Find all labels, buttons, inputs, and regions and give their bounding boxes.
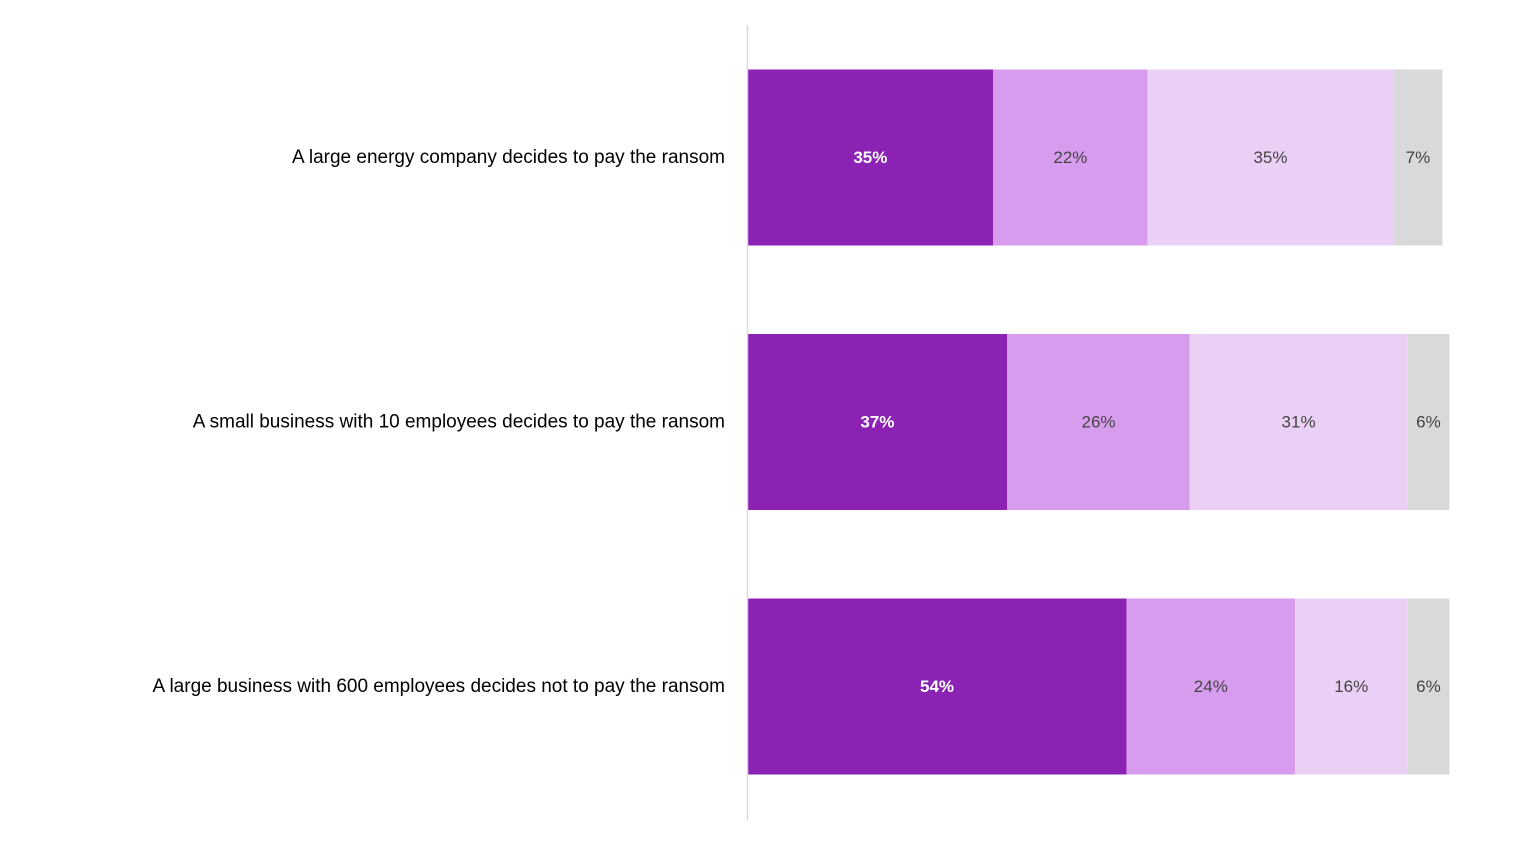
bar-segment <box>1295 598 1408 775</box>
data-label: 6% <box>1416 413 1441 432</box>
bar-segment <box>993 69 1148 246</box>
bar-segment <box>1189 334 1408 510</box>
data-label: 24% <box>1194 677 1228 696</box>
bar-segment <box>1126 598 1296 775</box>
category-label: A large energy company decides to pay th… <box>292 147 725 168</box>
bars-group: 35% 22% 35% 7% 37% 26% 31% 6% 54% 24% 16% 6% <box>747 69 1450 775</box>
data-label: 35% <box>1253 148 1287 167</box>
data-label: 26% <box>1081 413 1115 432</box>
bar-segment <box>1147 69 1394 246</box>
category-label: A large business with 600 employees deci… <box>153 676 725 697</box>
data-label: 6% <box>1416 677 1441 696</box>
data-label: 54% <box>920 677 954 696</box>
bar-segment <box>1407 598 1450 775</box>
bar-segment <box>1407 334 1450 510</box>
bar-segment <box>747 598 1127 775</box>
data-label: 7% <box>1406 148 1431 167</box>
data-label: 31% <box>1282 413 1316 432</box>
data-label: 35% <box>853 148 887 167</box>
category-labels-group: A large energy company decides to pay th… <box>153 147 725 697</box>
category-label: A small business with 10 employees decid… <box>193 412 725 433</box>
data-label: 16% <box>1334 677 1368 696</box>
bar-segment <box>1393 69 1443 246</box>
bar-segment <box>747 334 1008 510</box>
data-label: 37% <box>860 413 894 432</box>
bar-segment <box>1007 334 1190 510</box>
bar-segment <box>747 69 994 246</box>
data-label: 22% <box>1053 148 1087 167</box>
